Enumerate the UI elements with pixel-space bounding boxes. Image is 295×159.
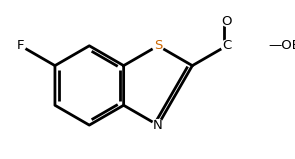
Text: O: O [222,15,232,28]
Circle shape [264,44,268,48]
Circle shape [222,16,232,26]
Text: S: S [154,39,162,52]
Text: N: N [153,119,163,132]
Text: F: F [17,39,24,52]
Circle shape [153,120,163,131]
Circle shape [153,40,163,51]
Text: C: C [222,39,231,52]
Text: —OEt: —OEt [268,39,295,52]
Circle shape [221,40,232,51]
Circle shape [16,41,26,51]
